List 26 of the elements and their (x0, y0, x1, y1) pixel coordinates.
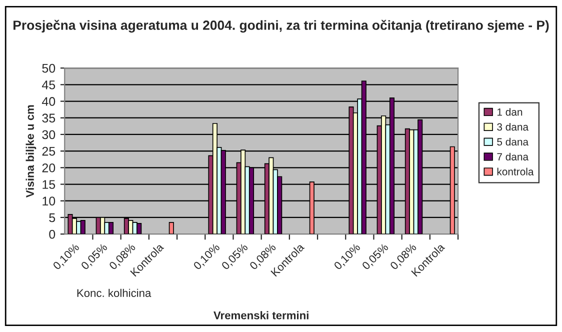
text: Konc. kolhicina (77, 288, 152, 297)
y-tick-label: 20 (42, 163, 56, 172)
bar (168, 222, 174, 234)
y-tick-label: 15 (42, 180, 56, 189)
y-axis-title: Visina biljke u cm (26, 105, 36, 198)
bar (76, 221, 82, 234)
legend-label: 5 dana (497, 138, 529, 146)
y-tick-label: 35 (42, 114, 56, 123)
x-axis-title: Vremenski termini (214, 311, 308, 320)
y-tick-label: 5 (49, 213, 56, 222)
y-tick-label: 0 (49, 230, 56, 239)
y-tick-label: 45 (42, 80, 56, 90)
y-tick-label: 30 (42, 130, 56, 140)
y-tick-label: 40 (42, 97, 56, 106)
legend-label: 1 dan (497, 108, 522, 116)
legend-label: 3 dana (497, 122, 529, 131)
bar (136, 223, 142, 234)
legend-label: 7 dana (497, 152, 529, 160)
bar (128, 220, 134, 234)
y-tick-label: 10 (42, 196, 56, 206)
bar (108, 222, 114, 234)
y-tick-label: 50 (42, 64, 56, 73)
bar (80, 220, 86, 234)
legend-label: kontrola (497, 168, 534, 176)
y-tick-label: 25 (42, 146, 56, 156)
chart-title: Prosječna visina ageratuma u 2004. godini, za tri termina očitanja (tretirano sjeme - P) (14, 20, 549, 33)
